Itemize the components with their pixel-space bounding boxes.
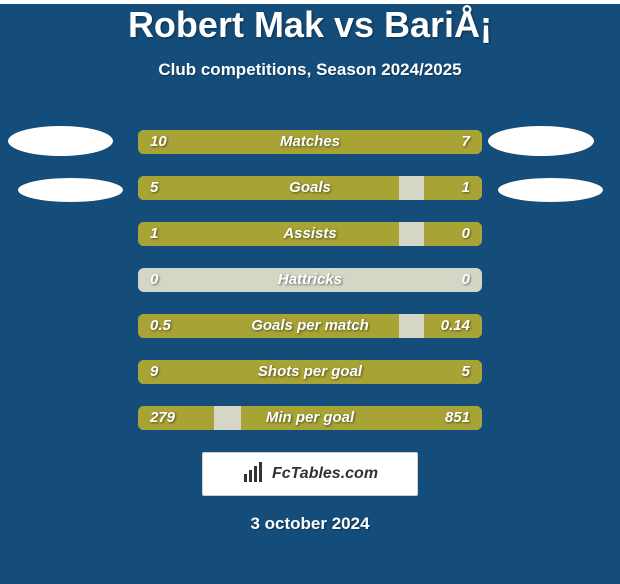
right-player-avatar-1: [488, 126, 594, 156]
subtitle: Club competitions, Season 2024/2025: [0, 60, 620, 80]
stat-label: Goals: [138, 176, 482, 200]
logo-text: FcTables.com: [272, 465, 378, 483]
stat-row: 107Matches: [138, 130, 482, 154]
stat-row: 51Goals: [138, 176, 482, 200]
stat-row: 95Shots per goal: [138, 360, 482, 384]
stat-label: Min per goal: [138, 406, 482, 430]
stat-rows: 107Matches 51Goals 10Assists 00Hattricks 0.5…: [138, 130, 482, 430]
stat-row: 10Assists: [138, 222, 482, 246]
chart-bars-icon: [242, 460, 266, 489]
right-player-avatar-2: [498, 178, 603, 202]
site-logo[interactable]: FcTables.com: [202, 452, 418, 496]
stat-label: Assists: [138, 222, 482, 246]
stat-row: 00Hattricks: [138, 268, 482, 292]
footer-date: 3 october 2024: [0, 514, 620, 534]
stat-label: Goals per match: [138, 314, 482, 338]
stat-label: Hattricks: [138, 268, 482, 292]
stat-label: Shots per goal: [138, 360, 482, 384]
comparison-card: Robert Mak vs BariÅ¡ Club competitions, …: [0, 4, 620, 584]
left-player-avatar-1: [8, 126, 113, 156]
page-title: Robert Mak vs BariÅ¡: [0, 4, 620, 46]
stat-label: Matches: [138, 130, 482, 154]
left-player-avatar-2: [18, 178, 123, 202]
stat-row: 0.50.14Goals per match: [138, 314, 482, 338]
stat-row: 279851Min per goal: [138, 406, 482, 430]
